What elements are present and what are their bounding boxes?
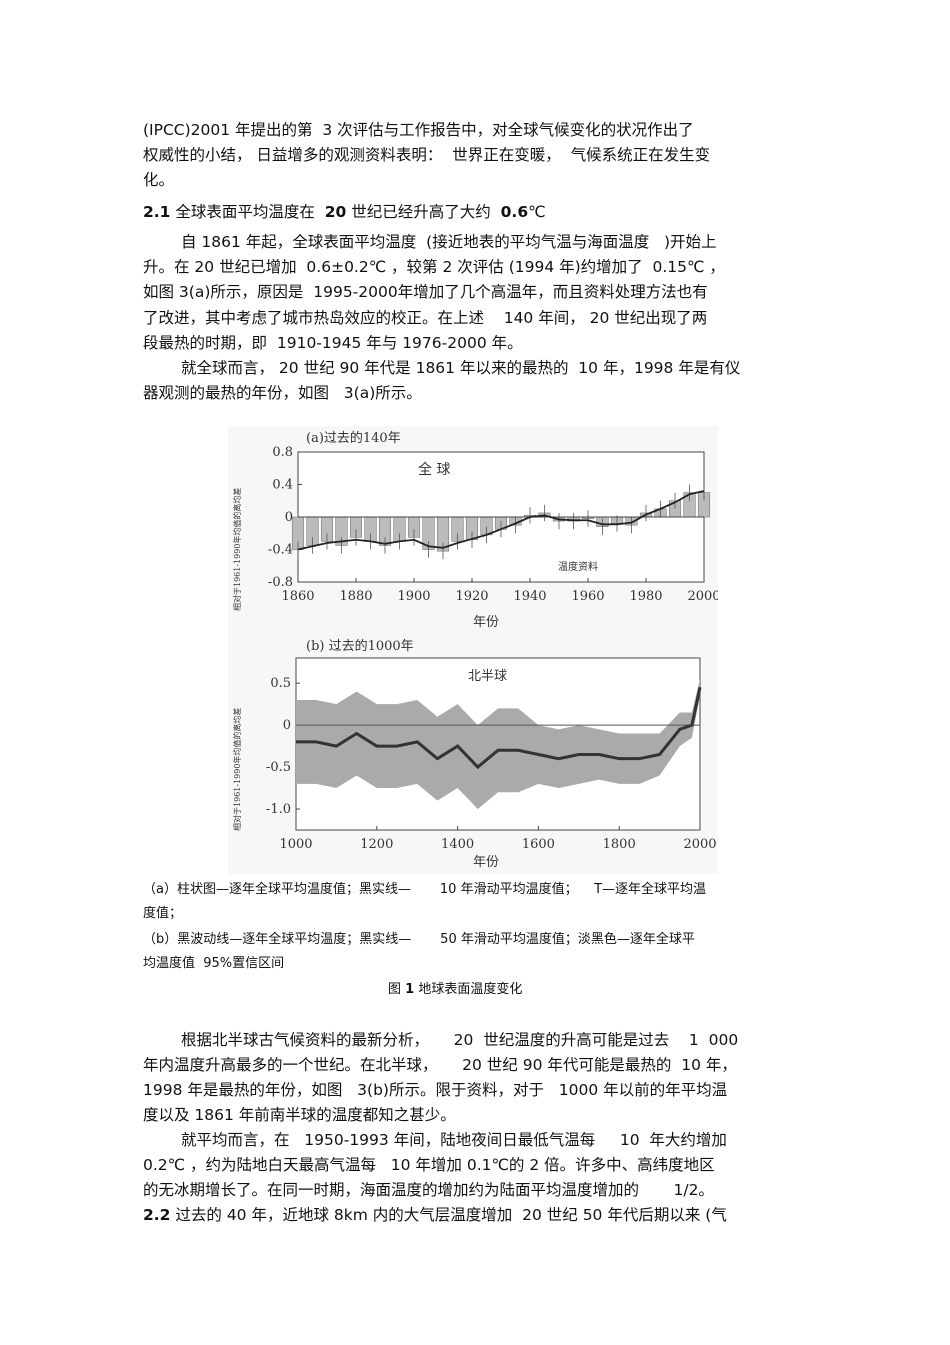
panel-b-annotation: 北半球	[468, 669, 507, 684]
smoothed-line	[297, 490, 705, 551]
figure-title: 图 1 地球表面温度变化	[388, 981, 522, 999]
caption-line: （a）柱状图—逐年全球平均温度值；黑实线— 10 年滑动平均温度值； T—逐年全…	[143, 882, 707, 897]
y-tick-label: -0.5	[266, 760, 291, 775]
y-tick-label: 0	[285, 510, 293, 525]
y-tick-label: -1.0	[266, 802, 291, 817]
panel-b-ylabel: 相对于1961-1990年均值的离均差	[232, 708, 242, 831]
y-tick-label: -0.4	[268, 543, 293, 558]
x-tick-label: 2000	[683, 837, 716, 852]
y-tick-label: 0.5	[270, 676, 291, 691]
x-tick-label: 1400	[441, 837, 474, 852]
text-line: 升。在 20 世纪已增加 0.6±0.2℃ ，较第 2 次评估 (1994 年)…	[143, 258, 725, 276]
text-line: 权威性的小结， 日益增多的观测资料表明： 世界正在变暖， 气候系统正在发生变	[143, 146, 711, 164]
confidence-band	[296, 678, 700, 810]
heading-unit: ℃	[528, 203, 546, 221]
x-tick-label: 1800	[603, 837, 636, 852]
y-tick-label: 0	[283, 718, 291, 733]
x-tick-label: 1980	[629, 589, 662, 604]
x-tick-label: 1900	[397, 589, 430, 604]
panel-a-plot: 1860 1880 1900 1920 1940 1960 1980 2000 0.8 0.4 0 -…	[268, 445, 721, 604]
panel-a-title: (a)过去的140年	[306, 430, 401, 446]
x-tick-label: 1200	[360, 837, 393, 852]
heading-text: 过去的 40 年，近地球 8km 内的大气层温度增加 20 世纪 50 年代后期…	[170, 1206, 727, 1224]
text-line: 的无冰期增长了。在同一时期，海面温度的增加约为陆面平均温度增加的 1/2。	[143, 1181, 714, 1199]
figure-number: 1	[405, 982, 415, 997]
text-line: 化。	[143, 171, 175, 189]
x-tick-label: 1880	[339, 589, 372, 604]
text-line: 了改进，其中考虑了城市热岛效应的校正。在上述 140 年间， 20 世纪出现了两	[143, 309, 708, 327]
panel-a-annotation: 全 球	[418, 461, 450, 478]
panel-b-xlabel: 年份	[473, 855, 499, 870]
y-tick-label: -0.8	[268, 575, 293, 590]
panel-a-ylabel: 相对于1961-1990年均值的离均差	[232, 488, 242, 611]
caption-line: 均温度值 95%置信区间	[143, 956, 285, 971]
text-line: (IPCC)2001 年提出的第 3 次评估与工作报告中，对全球气候变化的状况作…	[143, 121, 694, 139]
figure-title-prefix: 图	[388, 982, 406, 997]
panel-a-xlabel: 年份	[473, 615, 499, 630]
section-heading-2-2: 2.2 过去的 40 年，近地球 8km 内的大气层温度增加 20 世纪 50 …	[143, 1205, 727, 1225]
section-number: 2.2	[143, 1206, 171, 1224]
figure-svg: (a)过去的140年 相对于1961-1990年均值的离均差 年份 1860 18…	[232, 430, 721, 870]
heading-text: 全球表面平均温度在	[170, 203, 325, 221]
x-tick-label: 1000	[279, 837, 312, 852]
temperature-line	[296, 687, 702, 770]
panel-a-legend: 温度资料	[558, 560, 598, 573]
text-line: 就平均而言，在 1950-1993 年间，陆地夜间日最低气温每 10 年大约增加	[181, 1131, 727, 1149]
heading-bold: 20	[324, 203, 347, 221]
caption-line: （b）黑波动线—逐年全球平均温度；黑实线— 50 年滑动平均温度值；淡黑色—逐年…	[143, 932, 695, 947]
text-line: 1998 年是最热的年份，如图 3(b)所示。限于资料，对于 1000 年以前的…	[143, 1081, 728, 1099]
text-line: 根据北半球古气候资料的最新分析， 20 世纪温度的升高可能是过去 1 000	[181, 1031, 739, 1049]
text-line: 0.2℃ ，约为陆地白天最高气温每 10 年增加 0.1℃的 2 倍。许多中、高…	[143, 1156, 715, 1174]
x-tick-label: 1920	[455, 589, 488, 604]
section-number: 2.1	[143, 203, 171, 221]
caption-line: 度值；	[143, 906, 183, 921]
text-line: 器观测的最热的年份，如图 3(a)所示。	[143, 384, 422, 402]
panel-b-plot: 1000 1200 1400 1600 1800 2000 0.5 0 -0.5 -1.0	[266, 657, 717, 852]
heading-text: 世纪已经升高了大约	[346, 203, 501, 221]
text-line: 段最热的时期，即 1910-1945 年与 1976-2000 年。	[143, 334, 523, 352]
y-tick-label: 0.8	[272, 445, 293, 460]
figure-temperature-change: (a)过去的140年 相对于1961-1990年均值的离均差 年份 1860 18…	[228, 426, 721, 874]
section-heading-2-1: 2.1 全球表面平均温度在 20 世纪已经升高了大约 0.6℃	[143, 202, 546, 222]
x-tick-label: 2000	[687, 589, 718, 604]
x-tick-label: 1960	[571, 589, 604, 604]
heading-bold: 0.6	[500, 203, 529, 221]
text-line: 自 1861 年起，全球表面平均温度 (接近地表的平均气温与海面温度 )开始上	[181, 233, 717, 251]
figure-title-text: 地球表面温度变化	[414, 982, 523, 997]
x-tick-label: 1600	[522, 837, 555, 852]
y-tick-label: 0.4	[272, 478, 293, 493]
text-line: 就全球而言， 20 世纪 90 年代是 1861 年以来的最热的 10 年，19…	[181, 359, 741, 377]
text-line: 年内温度升高最多的一个世纪。在北半球， 20 世纪 90 年代可能是最热的 10…	[143, 1056, 737, 1074]
x-tick-label: 1860	[281, 589, 314, 604]
panel-b-title: (b) 过去的1000年	[306, 638, 414, 654]
text-line: 如图 3(a)所示，原因是 1995-2000年增加了几个高温年，而且资料处理方…	[143, 283, 708, 301]
text-line: 度以及 1861 年前南半球的温度都知之甚少。	[143, 1106, 456, 1124]
x-tick-label: 1940	[513, 589, 546, 604]
